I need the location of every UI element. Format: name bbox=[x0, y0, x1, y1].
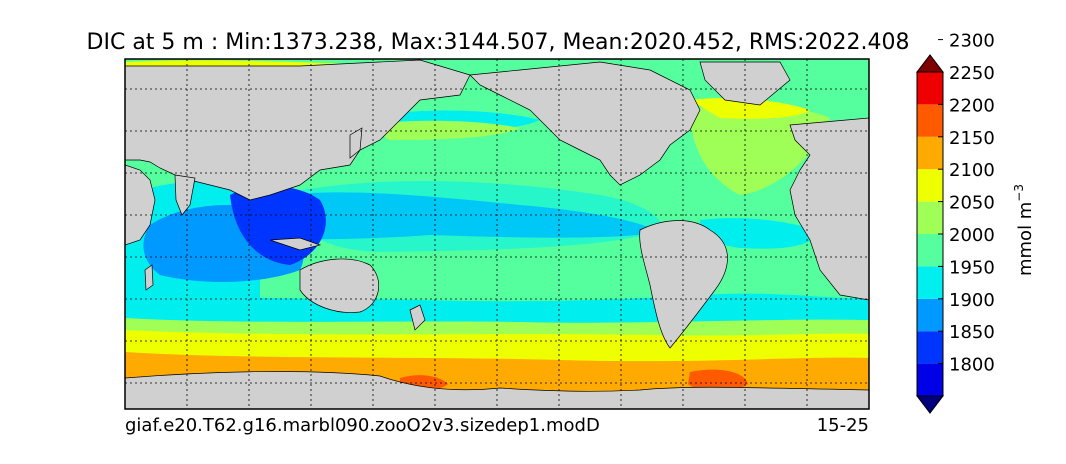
colorbar-swatch bbox=[917, 298, 943, 332]
chart-title: DIC at 5 m : Min:1373.238, Max:3144.507,… bbox=[87, 30, 910, 55]
land-europe-africa-east bbox=[789, 117, 869, 301]
year-range-label: 15-25 bbox=[817, 415, 869, 436]
colorbar-swatch bbox=[917, 201, 943, 234]
colorbar-swatch bbox=[917, 169, 943, 202]
graticule bbox=[125, 59, 869, 409]
colorbar-arrow-min bbox=[915, 395, 945, 414]
colorbar-tick-label: 2250 bbox=[949, 63, 995, 84]
colorbar-swatch bbox=[917, 72, 943, 105]
colorbar-tick-label: 2000 bbox=[949, 225, 995, 246]
hudson-yellow bbox=[690, 98, 810, 119]
land-japan bbox=[349, 127, 363, 159]
colorbar-tick-label: 2200 bbox=[949, 95, 995, 116]
land-india bbox=[174, 174, 196, 216]
colorbar-swatch bbox=[917, 266, 943, 299]
colorbar-tick-label: 1850 bbox=[949, 322, 995, 343]
land-indonesia bbox=[269, 237, 322, 251]
colorbar-tick-label: 1800 bbox=[949, 355, 995, 376]
land-africa bbox=[125, 164, 156, 246]
land-north-america bbox=[469, 61, 701, 186]
colorbar-arrow-max bbox=[915, 54, 945, 73]
run-name-label: giaf.e20.T62.g16.marbl090.zooO2v3.sizede… bbox=[125, 415, 600, 436]
colorbar-swatch bbox=[917, 331, 943, 364]
colorbar-tick-label: 2050 bbox=[949, 193, 995, 214]
map-panel bbox=[125, 59, 869, 409]
colorbar-label: mmol m−3 bbox=[1012, 184, 1036, 276]
land-eurasia bbox=[125, 59, 471, 201]
pacific-central-teal bbox=[298, 180, 665, 252]
colorbar-label-text: mmol m bbox=[1015, 202, 1036, 276]
land-madagascar bbox=[144, 264, 154, 291]
land-australia bbox=[299, 258, 379, 313]
colorbar-tick-label: 2300 bbox=[949, 31, 995, 52]
colorbar-swatch bbox=[917, 104, 943, 137]
colorbar-tick-label: 2100 bbox=[949, 160, 995, 181]
colorbar-swatch bbox=[917, 363, 943, 396]
colorbar-tick-label: 2150 bbox=[949, 128, 995, 149]
colorbar-tick-label: 1950 bbox=[949, 257, 995, 278]
colorbar-swatch bbox=[917, 136, 943, 170]
weddell-red-patch bbox=[688, 369, 748, 392]
land-greenland bbox=[699, 61, 791, 106]
land-new-zealand bbox=[409, 304, 426, 331]
colorbar-label-exponent: −3 bbox=[1012, 184, 1026, 202]
atlantic-equatorial-teal bbox=[700, 218, 820, 249]
land-south-america bbox=[639, 220, 728, 349]
colorbar: 1800 1850 1900 1950 2000 2050 2100 2150 2200 2250… bbox=[915, 31, 995, 414]
map-frame bbox=[124, 58, 870, 410]
colorbar-swatch bbox=[917, 234, 943, 267]
colorbar-tick-label: 1900 bbox=[949, 290, 995, 311]
north-pacific-lightgreen bbox=[360, 120, 520, 140]
